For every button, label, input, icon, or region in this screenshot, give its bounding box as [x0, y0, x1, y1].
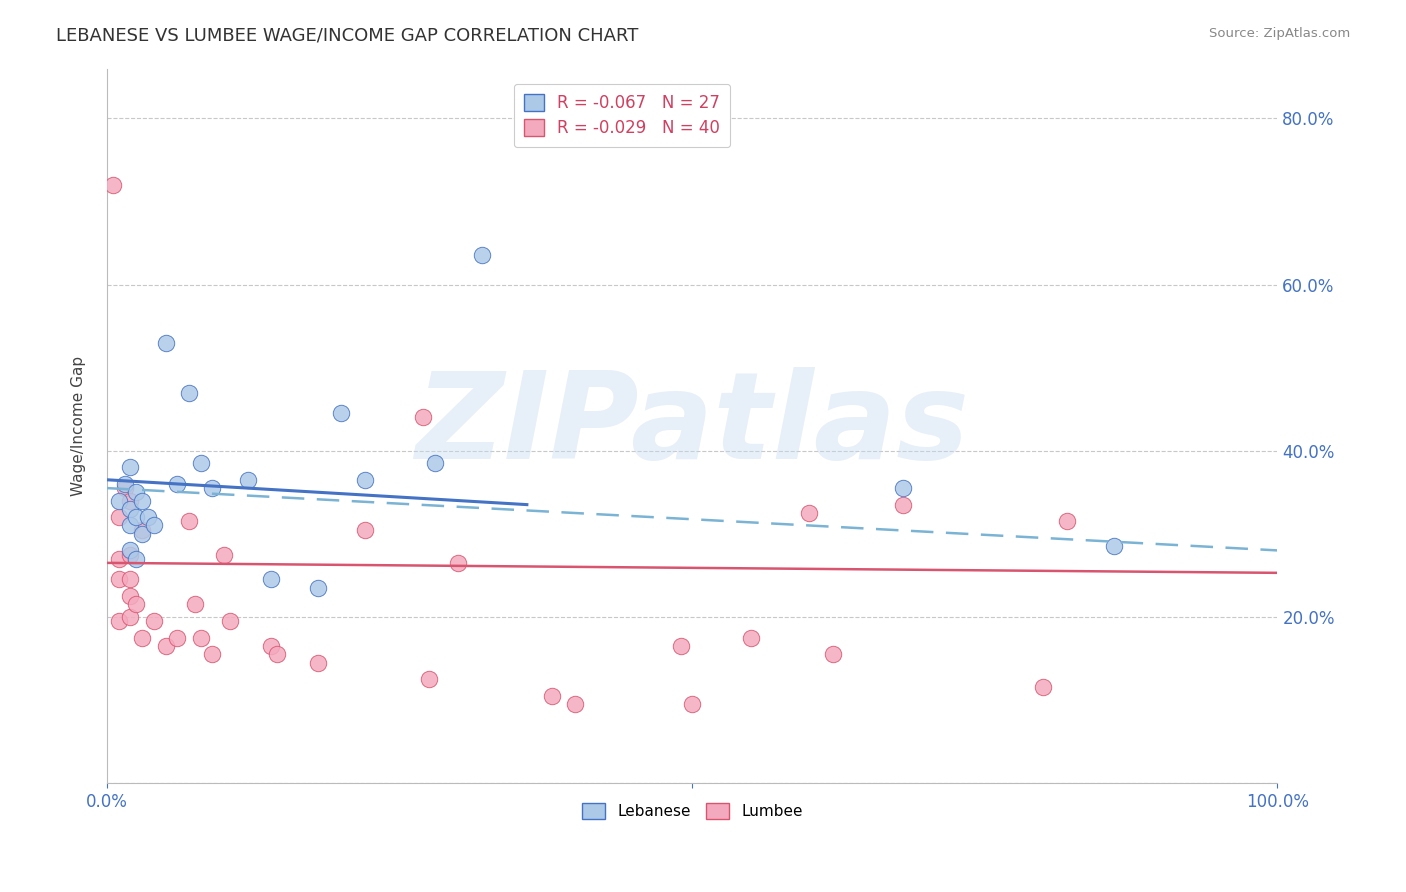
Point — [120, 493, 142, 508]
Point — [177, 514, 200, 528]
Point — [131, 526, 153, 541]
Point — [190, 456, 212, 470]
Point — [212, 548, 235, 562]
Point — [107, 573, 129, 587]
Point — [114, 481, 136, 495]
Point — [201, 481, 224, 495]
Legend: Lebanese, Lumbee: Lebanese, Lumbee — [576, 797, 808, 825]
Point — [353, 473, 375, 487]
Point — [891, 481, 914, 495]
Point — [260, 573, 283, 587]
Point — [142, 518, 165, 533]
Point — [260, 639, 283, 653]
Point — [125, 485, 148, 500]
Point — [125, 510, 148, 524]
Point — [330, 406, 353, 420]
Point — [266, 647, 288, 661]
Point — [131, 493, 153, 508]
Point — [219, 614, 242, 628]
Point — [166, 631, 188, 645]
Point — [120, 589, 142, 603]
Point — [120, 501, 142, 516]
Point — [125, 598, 148, 612]
Point — [107, 614, 129, 628]
Point — [120, 548, 142, 562]
Point — [120, 518, 142, 533]
Point — [136, 510, 159, 524]
Point — [1102, 539, 1125, 553]
Point — [107, 551, 129, 566]
Point — [471, 248, 494, 262]
Text: Source: ZipAtlas.com: Source: ZipAtlas.com — [1209, 27, 1350, 40]
Point — [142, 614, 165, 628]
Point — [669, 639, 692, 653]
Point — [799, 506, 821, 520]
Point — [418, 672, 440, 686]
Point — [107, 493, 129, 508]
Point — [114, 477, 136, 491]
Point — [125, 551, 148, 566]
Point — [681, 697, 703, 711]
Y-axis label: Wage/Income Gap: Wage/Income Gap — [72, 356, 86, 496]
Point — [540, 689, 562, 703]
Point — [107, 510, 129, 524]
Point — [120, 460, 142, 475]
Point — [1056, 514, 1078, 528]
Point — [821, 647, 844, 661]
Text: ZIPatlas: ZIPatlas — [415, 368, 969, 484]
Point — [447, 556, 470, 570]
Point — [184, 598, 207, 612]
Point — [101, 178, 124, 192]
Point — [412, 410, 434, 425]
Point — [353, 523, 375, 537]
Point — [120, 543, 142, 558]
Point — [201, 647, 224, 661]
Point — [423, 456, 446, 470]
Point — [155, 335, 177, 350]
Point — [131, 631, 153, 645]
Point — [177, 385, 200, 400]
Point — [891, 498, 914, 512]
Point — [120, 610, 142, 624]
Point — [131, 523, 153, 537]
Point — [1032, 681, 1054, 695]
Text: LEBANESE VS LUMBEE WAGE/INCOME GAP CORRELATION CHART: LEBANESE VS LUMBEE WAGE/INCOME GAP CORRE… — [56, 27, 638, 45]
Point — [564, 697, 586, 711]
Point — [740, 631, 762, 645]
Point — [120, 573, 142, 587]
Point — [307, 656, 329, 670]
Point — [166, 477, 188, 491]
Point — [236, 473, 259, 487]
Point — [190, 631, 212, 645]
Point — [155, 639, 177, 653]
Point — [307, 581, 329, 595]
